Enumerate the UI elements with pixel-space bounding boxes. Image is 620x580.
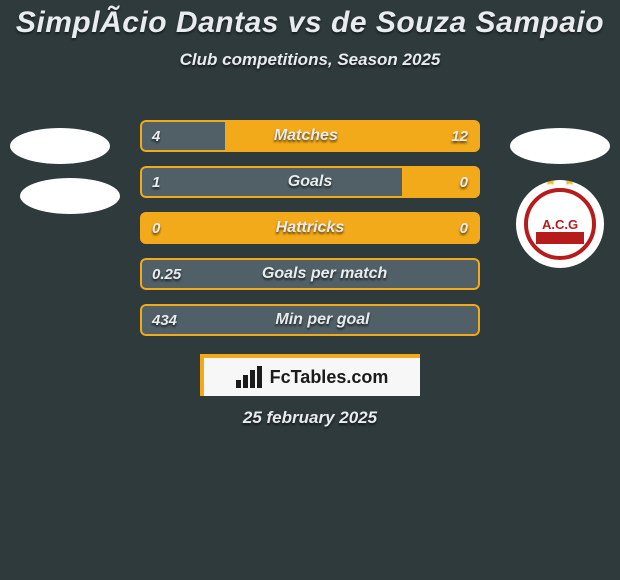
stat-left-value: 1 [152, 174, 160, 191]
stat-row-text: 0Hattricks0 [140, 212, 480, 244]
club-badge-stars: ★ ★ [546, 180, 575, 187]
page-title: SimplÃ­cio Dantas vs de Souza Sampaio [0, 0, 620, 40]
stat-row-text: 0.25Goals per match [140, 258, 480, 290]
stat-row: 0.25Goals per match [140, 258, 480, 290]
stat-row: 0Hattricks0 [140, 212, 480, 244]
stat-right-value: 0 [460, 220, 468, 237]
club-badge: ★ ★ A.C.G [524, 188, 596, 260]
stat-label: Goals per match [181, 265, 468, 283]
stat-left-value: 434 [152, 312, 177, 329]
stat-row-text: 1Goals0 [140, 166, 480, 198]
stat-row: 1Goals0 [140, 166, 480, 198]
fctables-logo-icon [236, 366, 264, 388]
stat-row: 434Min per goal [140, 304, 480, 336]
stat-left-value: 0 [152, 220, 160, 237]
player-right-avatar-1 [510, 128, 610, 164]
player-left-avatar-2 [20, 178, 120, 214]
date-label: 25 february 2025 [0, 408, 620, 428]
stat-bars: 4Matches121Goals00Hattricks00.25Goals pe… [140, 120, 480, 350]
player-right-club-badge: ★ ★ A.C.G [516, 180, 604, 268]
brand-text: FcTables.com [270, 367, 389, 388]
stat-right-value: 12 [451, 128, 468, 145]
stat-label: Goals [160, 173, 459, 191]
comparison-card: SimplÃ­cio Dantas vs de Souza Sampaio Cl… [0, 0, 620, 580]
club-badge-text: A.C.G [542, 218, 578, 231]
subtitle: Club competitions, Season 2025 [0, 50, 620, 70]
stat-left-value: 4 [152, 128, 160, 145]
stat-left-value: 0.25 [152, 266, 181, 283]
stat-label: Matches [160, 127, 451, 145]
stat-row-text: 434Min per goal [140, 304, 480, 336]
club-badge-stripe [536, 232, 584, 244]
stat-right-value: 0 [460, 174, 468, 191]
stat-row-text: 4Matches12 [140, 120, 480, 152]
brand-box: FcTables.com [200, 354, 420, 396]
stat-label: Min per goal [177, 311, 468, 329]
player-left-avatar-1 [10, 128, 110, 164]
stat-label: Hattricks [160, 219, 459, 237]
stat-row: 4Matches12 [140, 120, 480, 152]
